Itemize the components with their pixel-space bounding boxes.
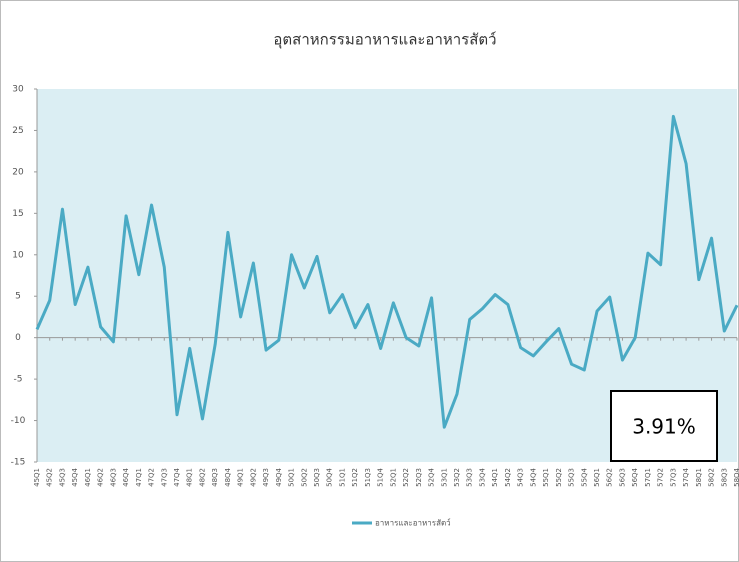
x-tick-label: 45Q2 [46, 468, 54, 487]
x-tick-label: 54Q2 [504, 468, 512, 487]
x-tick-label: 55Q2 [555, 468, 563, 487]
x-tick-label: 48Q4 [224, 467, 232, 486]
x-tick-label: 55Q3 [568, 468, 576, 487]
x-tick-label: 47Q1 [135, 468, 143, 487]
x-tick-label: 52Q3 [415, 468, 423, 487]
x-tick-label: 54Q4 [529, 467, 537, 486]
y-tick-label: -5 [14, 375, 23, 385]
x-tick-label: 57Q1 [644, 468, 652, 487]
x-tick-label: 57Q4 [682, 467, 690, 486]
x-tick-label: 50Q3 [313, 468, 321, 487]
y-tick-label: 30 [12, 85, 24, 95]
x-tick-label: 49Q4 [275, 467, 283, 486]
chart-title: อุตสาหกรรมอาหารและอาหารสัตว์ [273, 31, 496, 50]
x-tick-label: 56Q2 [606, 468, 614, 487]
x-tick-label: 55Q4 [580, 467, 588, 486]
x-tick-label: 53Q1 [440, 468, 448, 487]
x-tick-label: 45Q1 [33, 468, 41, 487]
x-tick-label: 51Q2 [351, 468, 359, 487]
legend-label: อาหารและอาหารสัตว์ [375, 518, 451, 528]
x-tick-label: 57Q3 [669, 468, 677, 487]
x-tick-label: 48Q2 [198, 468, 206, 487]
y-tick-label: 10 [12, 250, 24, 260]
x-tick-label: 52Q2 [402, 468, 410, 487]
x-tick-label: 46Q4 [122, 467, 130, 486]
x-tick-label: 51Q1 [338, 468, 346, 487]
x-tick-label: 56Q3 [618, 468, 626, 487]
x-tick-label: 53Q2 [453, 468, 461, 487]
y-tick-label: -15 [11, 458, 26, 468]
x-tick-label: 55Q1 [542, 468, 550, 487]
x-tick-label: 46Q2 [97, 468, 105, 487]
x-tick-label: 52Q4 [428, 467, 436, 486]
x-tick-label: 58Q2 [708, 468, 716, 487]
x-tick-label: 53Q4 [478, 467, 486, 486]
x-tick-label: 46Q1 [84, 468, 92, 487]
x-tick-label: 47Q4 [173, 467, 181, 486]
x-tick-label: 52Q1 [389, 468, 397, 487]
x-tick-label: 45Q4 [71, 467, 79, 486]
x-tick-label: 57Q2 [657, 468, 665, 487]
x-tick-label: 50Q4 [326, 467, 334, 486]
x-tick-label: 56Q1 [593, 468, 601, 487]
y-tick-label: -10 [11, 416, 26, 426]
x-tick-label: 51Q3 [364, 468, 372, 487]
x-tick-label: 46Q3 [109, 468, 117, 487]
x-tick-label: 56Q4 [631, 467, 639, 486]
annotation-box [610, 390, 718, 462]
x-tick-label: 47Q3 [160, 468, 168, 487]
x-tick-label: 58Q4 [733, 467, 739, 486]
y-tick-label: 20 [12, 167, 24, 177]
y-tick-label: 15 [12, 209, 23, 219]
y-tick-label: 0 [15, 333, 21, 343]
x-tick-label: 48Q3 [211, 468, 219, 487]
x-tick-label: 58Q1 [695, 468, 703, 487]
x-tick-label: 54Q1 [491, 468, 499, 487]
x-tick-label: 51Q4 [377, 467, 385, 486]
annotation: 3.91% [632, 415, 696, 439]
y-tick-label: 5 [15, 292, 21, 302]
line-series [35, 114, 739, 429]
x-tick-label: 49Q3 [262, 468, 270, 487]
x-tick-label: 48Q1 [186, 468, 194, 487]
x-tick-label: 50Q2 [300, 468, 308, 487]
x-tick-label: 45Q3 [58, 468, 66, 487]
x-tick-label: 50Q1 [288, 468, 296, 487]
x-tick-label: 49Q1 [237, 468, 245, 487]
x-tick-label: 47Q2 [148, 468, 156, 487]
x-tick-label: 49Q2 [249, 468, 257, 487]
x-tick-label: 58Q3 [720, 468, 728, 487]
x-tick-label: 53Q3 [466, 468, 474, 487]
y-tick-label: 25 [12, 126, 23, 136]
x-tick-label: 54Q3 [517, 468, 525, 487]
